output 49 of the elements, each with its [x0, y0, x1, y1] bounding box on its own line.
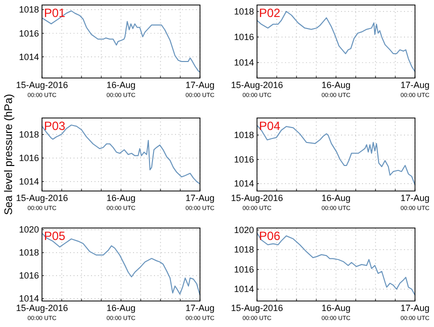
- x-tick-label: 15-Aug-2016 00:00 UTC: [230, 80, 284, 99]
- x-tick-label: 16-Aug 00:00 UTC: [321, 303, 352, 322]
- y-tick-label: 1014: [18, 52, 39, 62]
- line-series: [42, 10, 200, 73]
- chart-title: P01: [44, 6, 66, 20]
- y-axis-title: Sea level pressure (hPa): [3, 94, 15, 216]
- y-tick-label: 1020: [234, 224, 254, 235]
- chart-title: P02: [259, 6, 281, 20]
- y-tick-label: 1014: [234, 178, 254, 189]
- chart-title: P05: [44, 229, 66, 243]
- y-tick-label: 1020: [18, 224, 39, 235]
- x-tick-label: 16-Aug 00:00 UTC: [106, 193, 136, 212]
- x-tick-label: 15-Aug-2016 00:00 UTC: [16, 303, 68, 322]
- x-tick-label: 15-Aug-2016 00:00 UTC: [230, 193, 284, 212]
- x-tick-label: 17-Aug 00:00 UTC: [185, 193, 216, 212]
- y-tick-label: 1018: [234, 130, 254, 140]
- y-tick-label: 1018: [18, 129, 39, 140]
- y-tick-label: 1018: [234, 244, 254, 255]
- y-tick-label: 1018: [234, 6, 254, 16]
- x-tick-label: 15-Aug-2016 00:00 UTC: [16, 193, 68, 212]
- x-tick-label: 16-Aug 00:00 UTC: [321, 193, 352, 212]
- y-tick-label: 1014: [18, 176, 39, 187]
- line-series: [42, 232, 200, 296]
- chart-title: P06: [259, 229, 281, 243]
- y-tick-label: 1018: [18, 4, 39, 15]
- y-tick-label: 1016: [234, 264, 254, 274]
- y-tick-label: 1016: [234, 154, 254, 164]
- chart-title: P04: [259, 119, 281, 133]
- y-tick-label: 1016: [234, 32, 254, 42]
- x-tick-label: 15-Aug-2016 00:00 UTC: [16, 80, 68, 99]
- x-tick-label: 17-Aug 00:00 UTC: [400, 193, 430, 212]
- chart-title: P03: [44, 119, 66, 133]
- x-tick-label: 15-Aug-2016 00:00 UTC: [230, 303, 284, 322]
- y-tick-label: 1014: [234, 58, 254, 68]
- x-tick-label: 17-Aug 00:00 UTC: [185, 80, 216, 99]
- line-series: [256, 232, 416, 296]
- x-tick-label: 17-Aug 00:00 UTC: [400, 80, 430, 99]
- x-tick-label: 16-Aug 00:00 UTC: [106, 80, 136, 99]
- line-series: [256, 10, 416, 72]
- x-tick-label: 16-Aug 00:00 UTC: [106, 303, 136, 322]
- y-tick-label: 1016: [18, 153, 39, 164]
- y-tick-label: 1014: [18, 294, 39, 304]
- y-tick-label: 1016: [18, 270, 39, 281]
- y-tick-label: 1016: [18, 28, 39, 38]
- x-tick-label: 17-Aug 00:00 UTC: [185, 303, 216, 322]
- y-tick-label: 1014: [234, 284, 254, 294]
- x-tick-label: 17-Aug 00:00 UTC: [400, 303, 430, 322]
- x-tick-label: 16-Aug 00:00 UTC: [321, 80, 352, 99]
- y-tick-label: 1018: [18, 248, 39, 258]
